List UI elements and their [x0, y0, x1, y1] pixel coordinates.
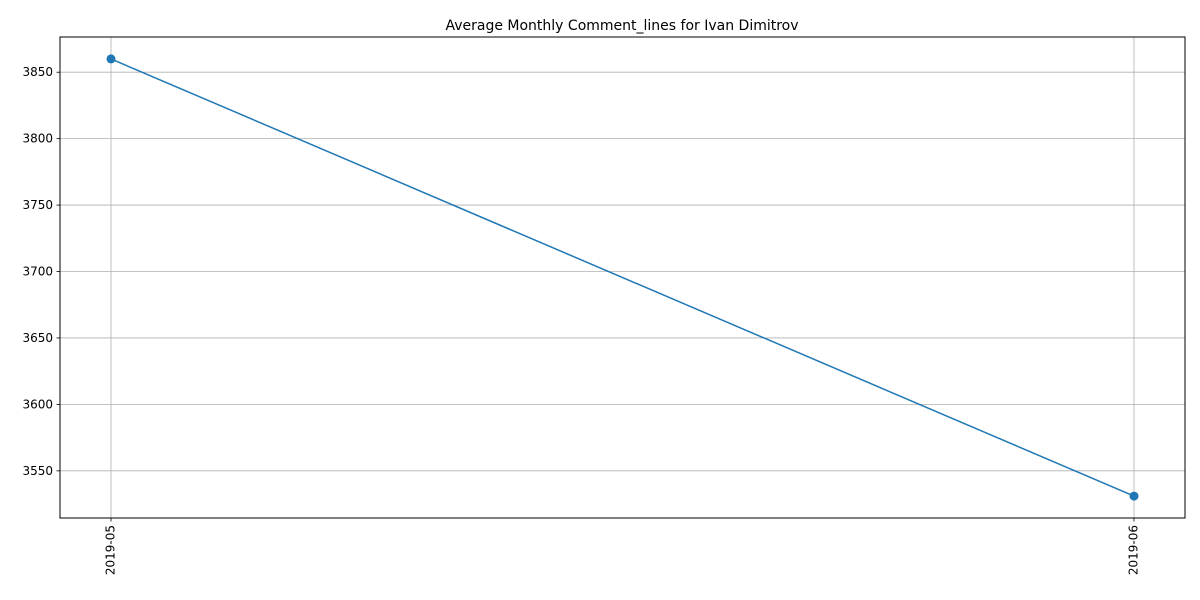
data-point: [1129, 491, 1139, 501]
grid-lines: [60, 37, 1185, 518]
y-tick-label: 3750: [22, 198, 53, 212]
y-tick-label: 3700: [22, 265, 53, 279]
y-tick-label: 3850: [22, 65, 53, 79]
y-tick-label: 3550: [22, 464, 53, 478]
data-point: [106, 54, 116, 64]
plot-area-frame: [59, 36, 1186, 519]
x-tick-label: 2019-05: [104, 525, 118, 575]
chart-title: Average Monthly Comment_lines for Ivan D…: [445, 18, 798, 34]
series-layer: [106, 54, 1139, 501]
y-tick-label: 3600: [22, 397, 53, 411]
y-tick-label: 3650: [22, 331, 53, 345]
series-line: [110, 58, 1135, 497]
y-tick-label: 3800: [22, 132, 53, 146]
x-tick-label: 2019-06: [1127, 525, 1141, 575]
axes: 3550 3600 3650 3700 3750 3800 3850 2019-05 2019-…: [22, 65, 1140, 575]
